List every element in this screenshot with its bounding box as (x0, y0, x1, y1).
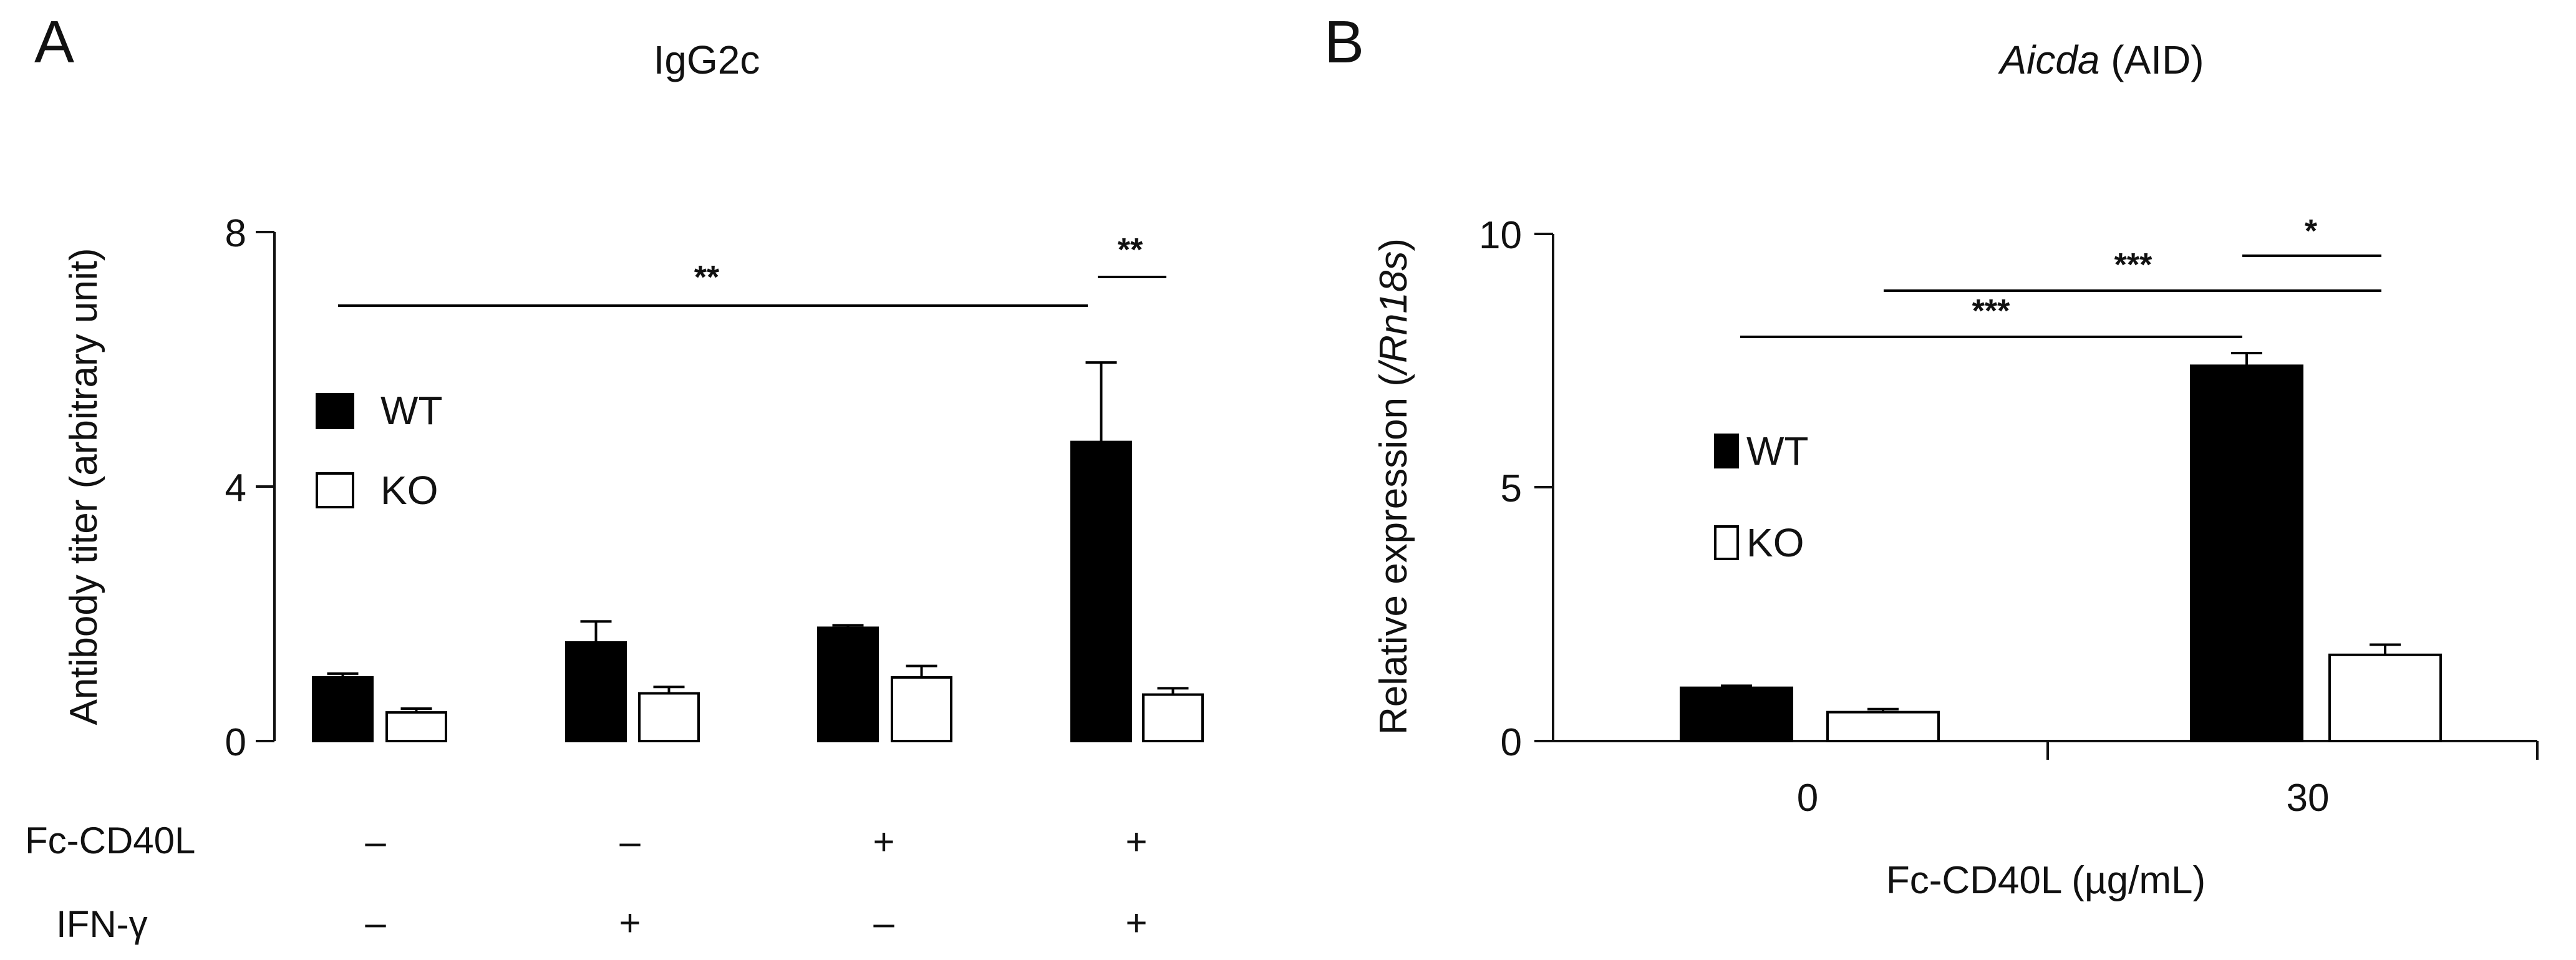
legend-label-ko: KO (380, 468, 438, 513)
panel-a-ytick-label: 0 (225, 721, 246, 764)
significance-label: *** (2114, 247, 2152, 283)
panel-a-significance: ** ** (338, 232, 1166, 307)
legend-swatch-wt (316, 393, 354, 429)
legend-swatch-ko (316, 472, 354, 508)
significance-label: ** (1118, 232, 1143, 268)
bar-wt (817, 626, 879, 742)
panel-a-ytick-label: 4 (225, 467, 246, 510)
bar-ko (638, 692, 700, 742)
bar-ko (1142, 693, 1204, 743)
legend-swatch-ko (1714, 525, 1739, 560)
panel-b-ylabel-gene: /Rn18s (1372, 251, 1415, 376)
bar-wt (1070, 440, 1132, 742)
panel-a: A IgG2c 8 4 0 Antibody titer (arbitrary … (25, 9, 1204, 945)
panel-a-condition-values: – – + + – + – + (365, 821, 1147, 944)
panel-b-xtick-label: 30 (2287, 777, 2330, 820)
legend-label-wt: WT (380, 388, 443, 433)
legend-label-ko: KO (1746, 520, 1804, 565)
condition-value: + (1125, 902, 1147, 944)
panel-b-x-axis-label: Fc-CD40L (µg/mL) (1886, 859, 2206, 902)
panel-b-ytick-label: 5 (1501, 467, 1522, 510)
panel-b-ylabel-post: ) (1372, 238, 1415, 251)
condition-value: + (873, 821, 894, 863)
bar-wt (312, 676, 374, 742)
bar-wt (2190, 364, 2303, 742)
legend-swatch-wt (1714, 434, 1739, 468)
panel-b-ytick-label: 10 (1479, 214, 1522, 257)
condition-value: – (873, 902, 894, 944)
panel-a-ytick-label: 8 (225, 212, 246, 255)
bar-ko (891, 676, 952, 742)
panel-b-ylabel-pre: Relative expression ( (1372, 374, 1415, 735)
significance-label: *** (1972, 293, 2010, 329)
legend-label-wt: WT (1746, 429, 1809, 473)
panel-b-xtick-label: 0 (1797, 777, 1818, 820)
panel-b-title-gene: Aicda (1997, 37, 2099, 82)
panel-b-y-axis-label: Relative expression (/Rn18s) (1372, 238, 1415, 735)
panel-b-ytick-label: 0 (1501, 721, 1522, 764)
condition-value: + (1125, 821, 1147, 863)
bar-wt (565, 641, 627, 743)
bar-ko (2328, 653, 2442, 743)
condition-label-fc-cd40l: Fc-CD40L (25, 820, 195, 861)
panel-b-letter: B (1324, 9, 1364, 75)
panel-a-y-axis-label: Antibody titer (arbitrary unit) (62, 248, 105, 725)
condition-value: + (619, 902, 641, 944)
significance-label: ** (694, 259, 720, 296)
bar-ko (385, 711, 447, 742)
panel-a-letter: A (34, 9, 74, 75)
panel-b: B Aicda (AID) 10 5 0 Relative expression… (1324, 9, 2539, 902)
panel-a-bars (312, 361, 1204, 743)
condition-value: – (619, 821, 641, 863)
significance-label: * (2305, 213, 2318, 250)
condition-label-ifn-gamma: IFN-γ (56, 903, 148, 945)
panel-b-title: Aicda (AID) (1997, 37, 2204, 82)
bar-wt (1680, 686, 1793, 743)
panel-b-significance: ******* (1740, 213, 2381, 338)
bar-ko (1826, 710, 1940, 743)
panel-a-title: IgG2c (654, 37, 760, 82)
condition-value: – (365, 821, 386, 863)
panel-b-bars (1680, 352, 2442, 743)
panel-b-title-protein: (AID) (2100, 37, 2204, 82)
condition-value: – (365, 902, 386, 944)
